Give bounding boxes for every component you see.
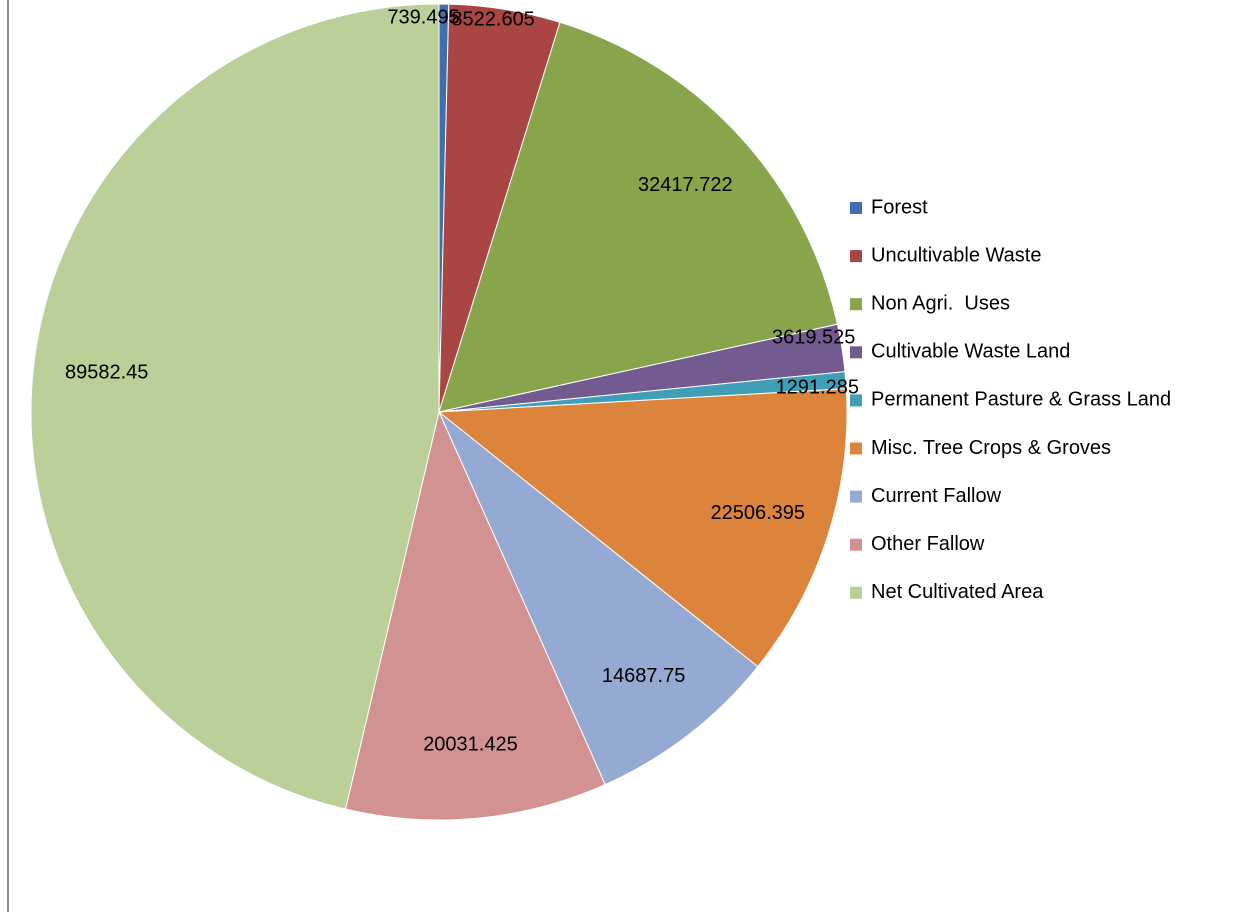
legend-swatch bbox=[850, 346, 862, 359]
legend-label: Permanent Pasture & Grass Land bbox=[871, 389, 1171, 411]
legend-swatch bbox=[850, 250, 862, 263]
data-label: 22506.395 bbox=[710, 502, 805, 524]
legend-swatch bbox=[850, 586, 862, 599]
data-label: 89582.45 bbox=[65, 362, 148, 384]
legend-label: Cultivable Waste Land bbox=[871, 341, 1070, 363]
pie-slice bbox=[437, 388, 848, 668]
legend-label: Forest bbox=[871, 196, 928, 218]
data-label: 20031.425 bbox=[423, 733, 518, 755]
legend-swatch bbox=[850, 538, 862, 551]
legend-label: Other Fallow bbox=[871, 533, 985, 555]
pie-slice bbox=[438, 411, 759, 786]
data-label: 3619.525 bbox=[772, 327, 855, 349]
legend-swatch bbox=[850, 298, 862, 311]
legend-swatch bbox=[850, 490, 862, 503]
pie-slice bbox=[438, 21, 839, 413]
legend-label: Misc. Tree Crops & Groves bbox=[871, 437, 1111, 459]
data-label: 32417.722 bbox=[638, 174, 733, 196]
legend-label: Uncultivable Waste bbox=[871, 244, 1041, 266]
data-label: 14687.75 bbox=[602, 665, 685, 687]
data-label: 8522.605 bbox=[451, 8, 534, 30]
legend-label: Net Cultivated Area bbox=[871, 581, 1044, 603]
data-label: 1291.285 bbox=[776, 377, 859, 399]
data-label: 739.495 bbox=[387, 6, 459, 28]
pie-slice bbox=[30, 3, 440, 810]
legend-swatch bbox=[850, 202, 862, 214]
legend-swatch bbox=[850, 442, 862, 455]
legend-swatch bbox=[850, 394, 862, 407]
pie-slice bbox=[344, 410, 606, 821]
legend-label: Non Agri. Uses bbox=[871, 292, 1010, 314]
legend-label: Current Fallow bbox=[871, 485, 1002, 507]
